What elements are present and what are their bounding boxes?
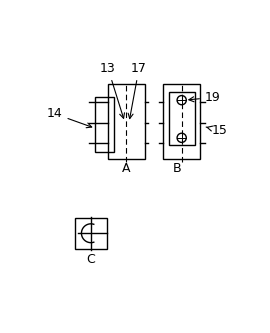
Text: 19: 19 [189, 91, 221, 104]
Text: 17: 17 [128, 62, 147, 119]
Bar [163, 85, 200, 159]
Bar [169, 92, 195, 145]
Bar [108, 85, 145, 159]
Text: A: A [122, 162, 131, 175]
Text: 14: 14 [47, 107, 92, 128]
Text: 13: 13 [100, 62, 124, 118]
Bar [96, 97, 114, 153]
Text: 15: 15 [206, 124, 228, 137]
Bar [75, 218, 107, 249]
Text: C: C [86, 253, 95, 266]
Text: B: B [173, 162, 181, 175]
